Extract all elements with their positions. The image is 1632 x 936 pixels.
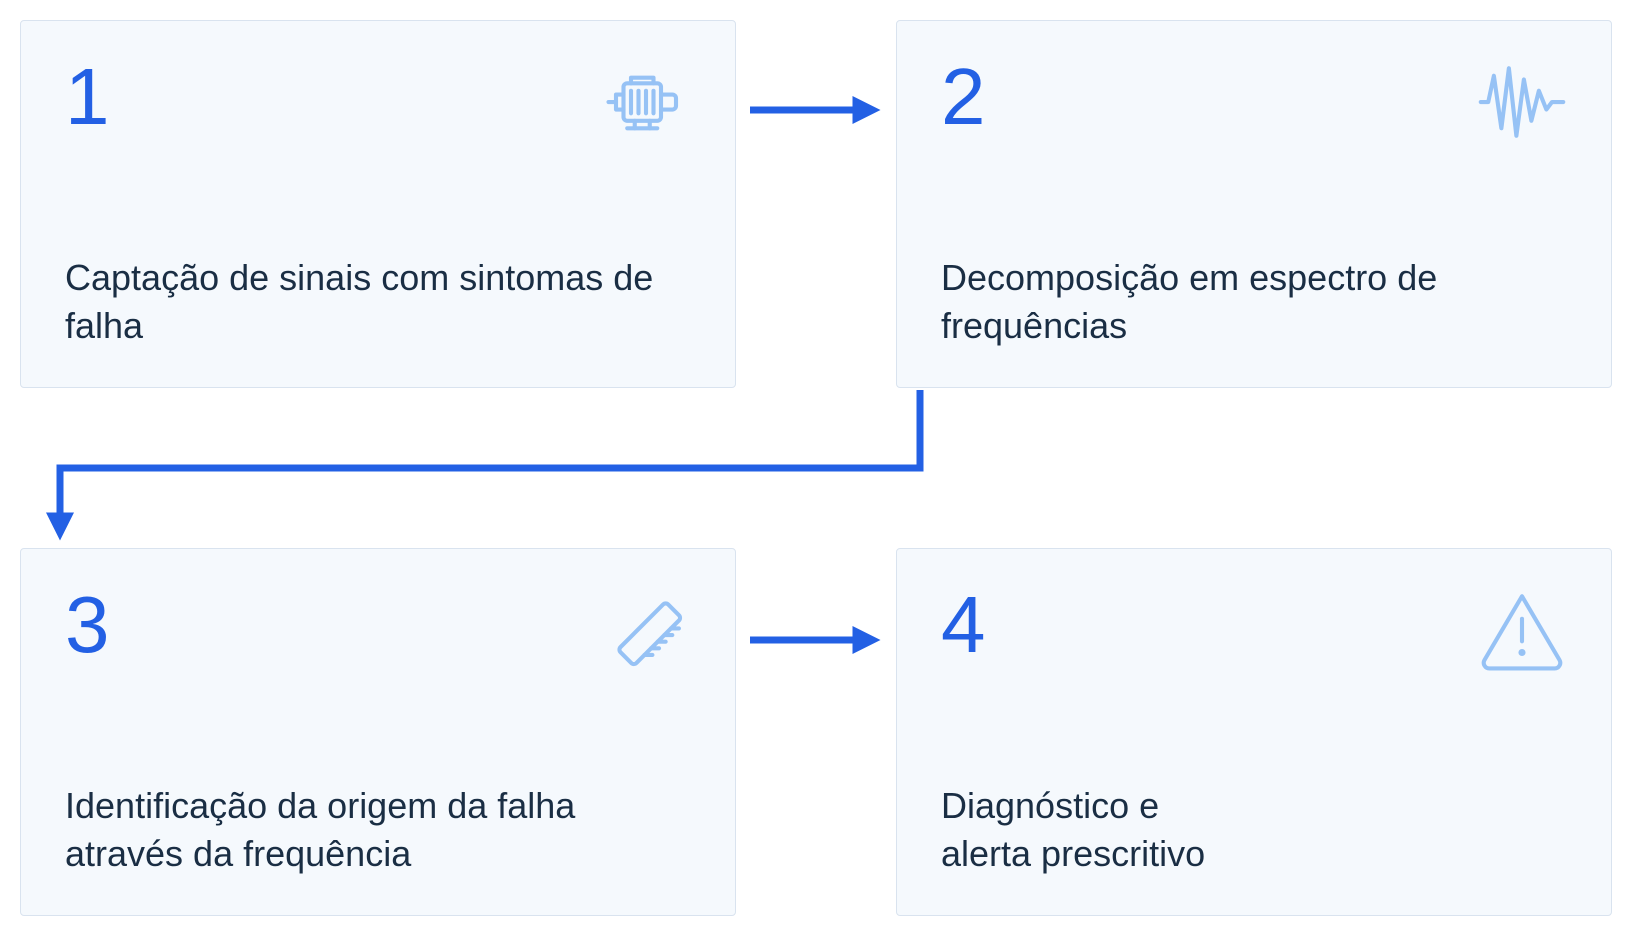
card-header: 3 [65,585,691,675]
step-number: 1 [65,57,110,137]
card-header: 1 [65,57,691,147]
process-grid: 1 Captação de sinais com si [20,20,1612,916]
card-header: 4 [941,585,1567,675]
waveform-icon [1477,57,1567,147]
step-text: Identificação da origem da falha através… [65,782,691,879]
step-number: 4 [941,585,986,665]
step-card-2: 2 Decomposição em espectro de frequência… [896,20,1612,388]
step-card-1: 1 Captação de sinais com si [20,20,736,388]
motor-icon [601,57,691,147]
alert-icon [1477,585,1567,675]
step-card-4: 4 Diagnóstico ealerta prescritivo [896,548,1612,916]
step-text: Diagnóstico ealerta prescritivo [941,782,1567,879]
step-text: Decomposição em espectro de frequências [941,254,1567,351]
step-number: 3 [65,585,110,665]
step-card-3: 3 Identificação da origem da falha atrav… [20,548,736,916]
card-header: 2 [941,57,1567,147]
step-text: Captação de sinais com sintomas de falha [65,254,691,351]
step-number: 2 [941,57,986,137]
ruler-icon [601,585,691,675]
